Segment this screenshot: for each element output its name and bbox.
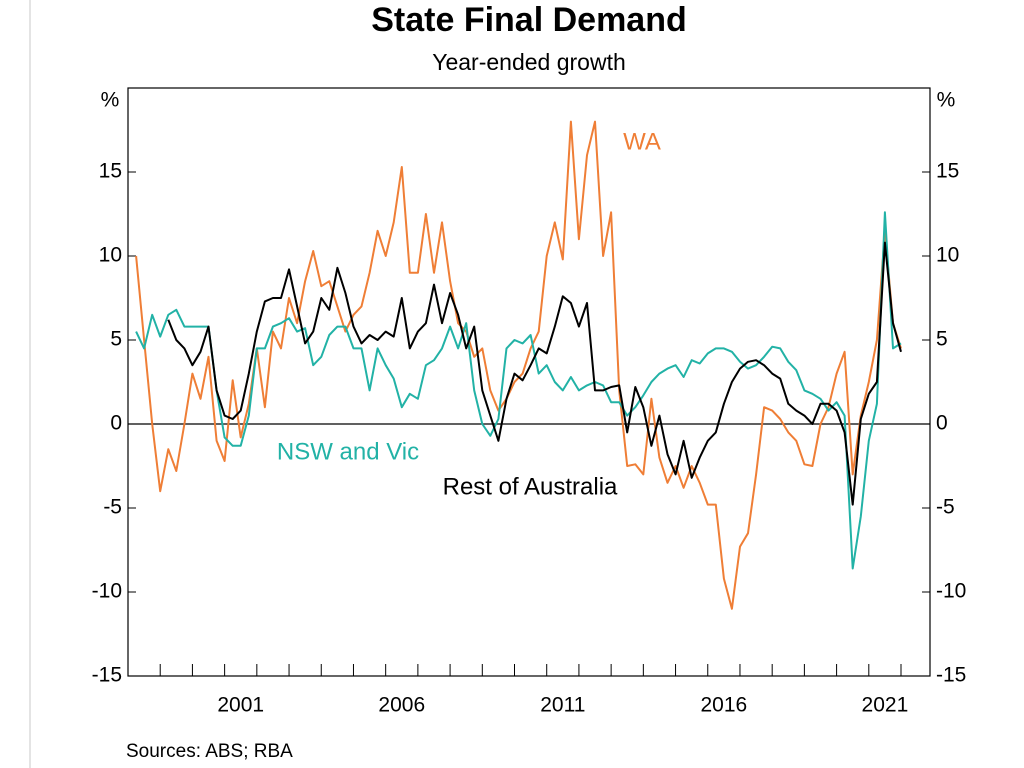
y2-tick-label: -5 [936,496,955,519]
x-tick-label: 2021 [862,694,909,717]
y-tick-label: 0 [110,412,122,435]
series-label: Rest of Australia [443,473,618,500]
series-line [135,211,902,570]
source-note: Sources: ABS; RBA [126,741,293,762]
x-tick-label: 2011 [540,694,585,717]
y-unit: % [101,89,120,112]
chart-title: State Final Demand [371,1,687,39]
series-line [167,241,902,506]
x-tick-label: 2006 [378,694,425,717]
series-label: NSW and Vic [277,438,419,465]
y2-tick-label: 15 [936,160,959,183]
y2-tick-label: -10 [936,580,966,603]
y2-tick-label: 10 [936,244,959,267]
y2-tick-label: 5 [936,328,948,351]
y-tick-label: -5 [103,496,122,519]
x-tick-label: 2016 [701,694,748,717]
x-tick-label: 2001 [217,694,264,717]
chart-subtitle: Year-ended growth [432,49,626,75]
series-label: WA [623,128,661,155]
y2-unit: % [937,89,956,112]
y2-tick-label: -15 [936,664,966,687]
y-tick-label: 15 [99,160,122,183]
plot-frame [127,87,931,677]
y-tick-label: 5 [110,328,122,351]
y-tick-label: 10 [99,244,122,267]
y-tick-label: -15 [92,664,122,687]
y-tick-label: -10 [92,580,122,603]
y2-tick-label: 0 [936,412,948,435]
